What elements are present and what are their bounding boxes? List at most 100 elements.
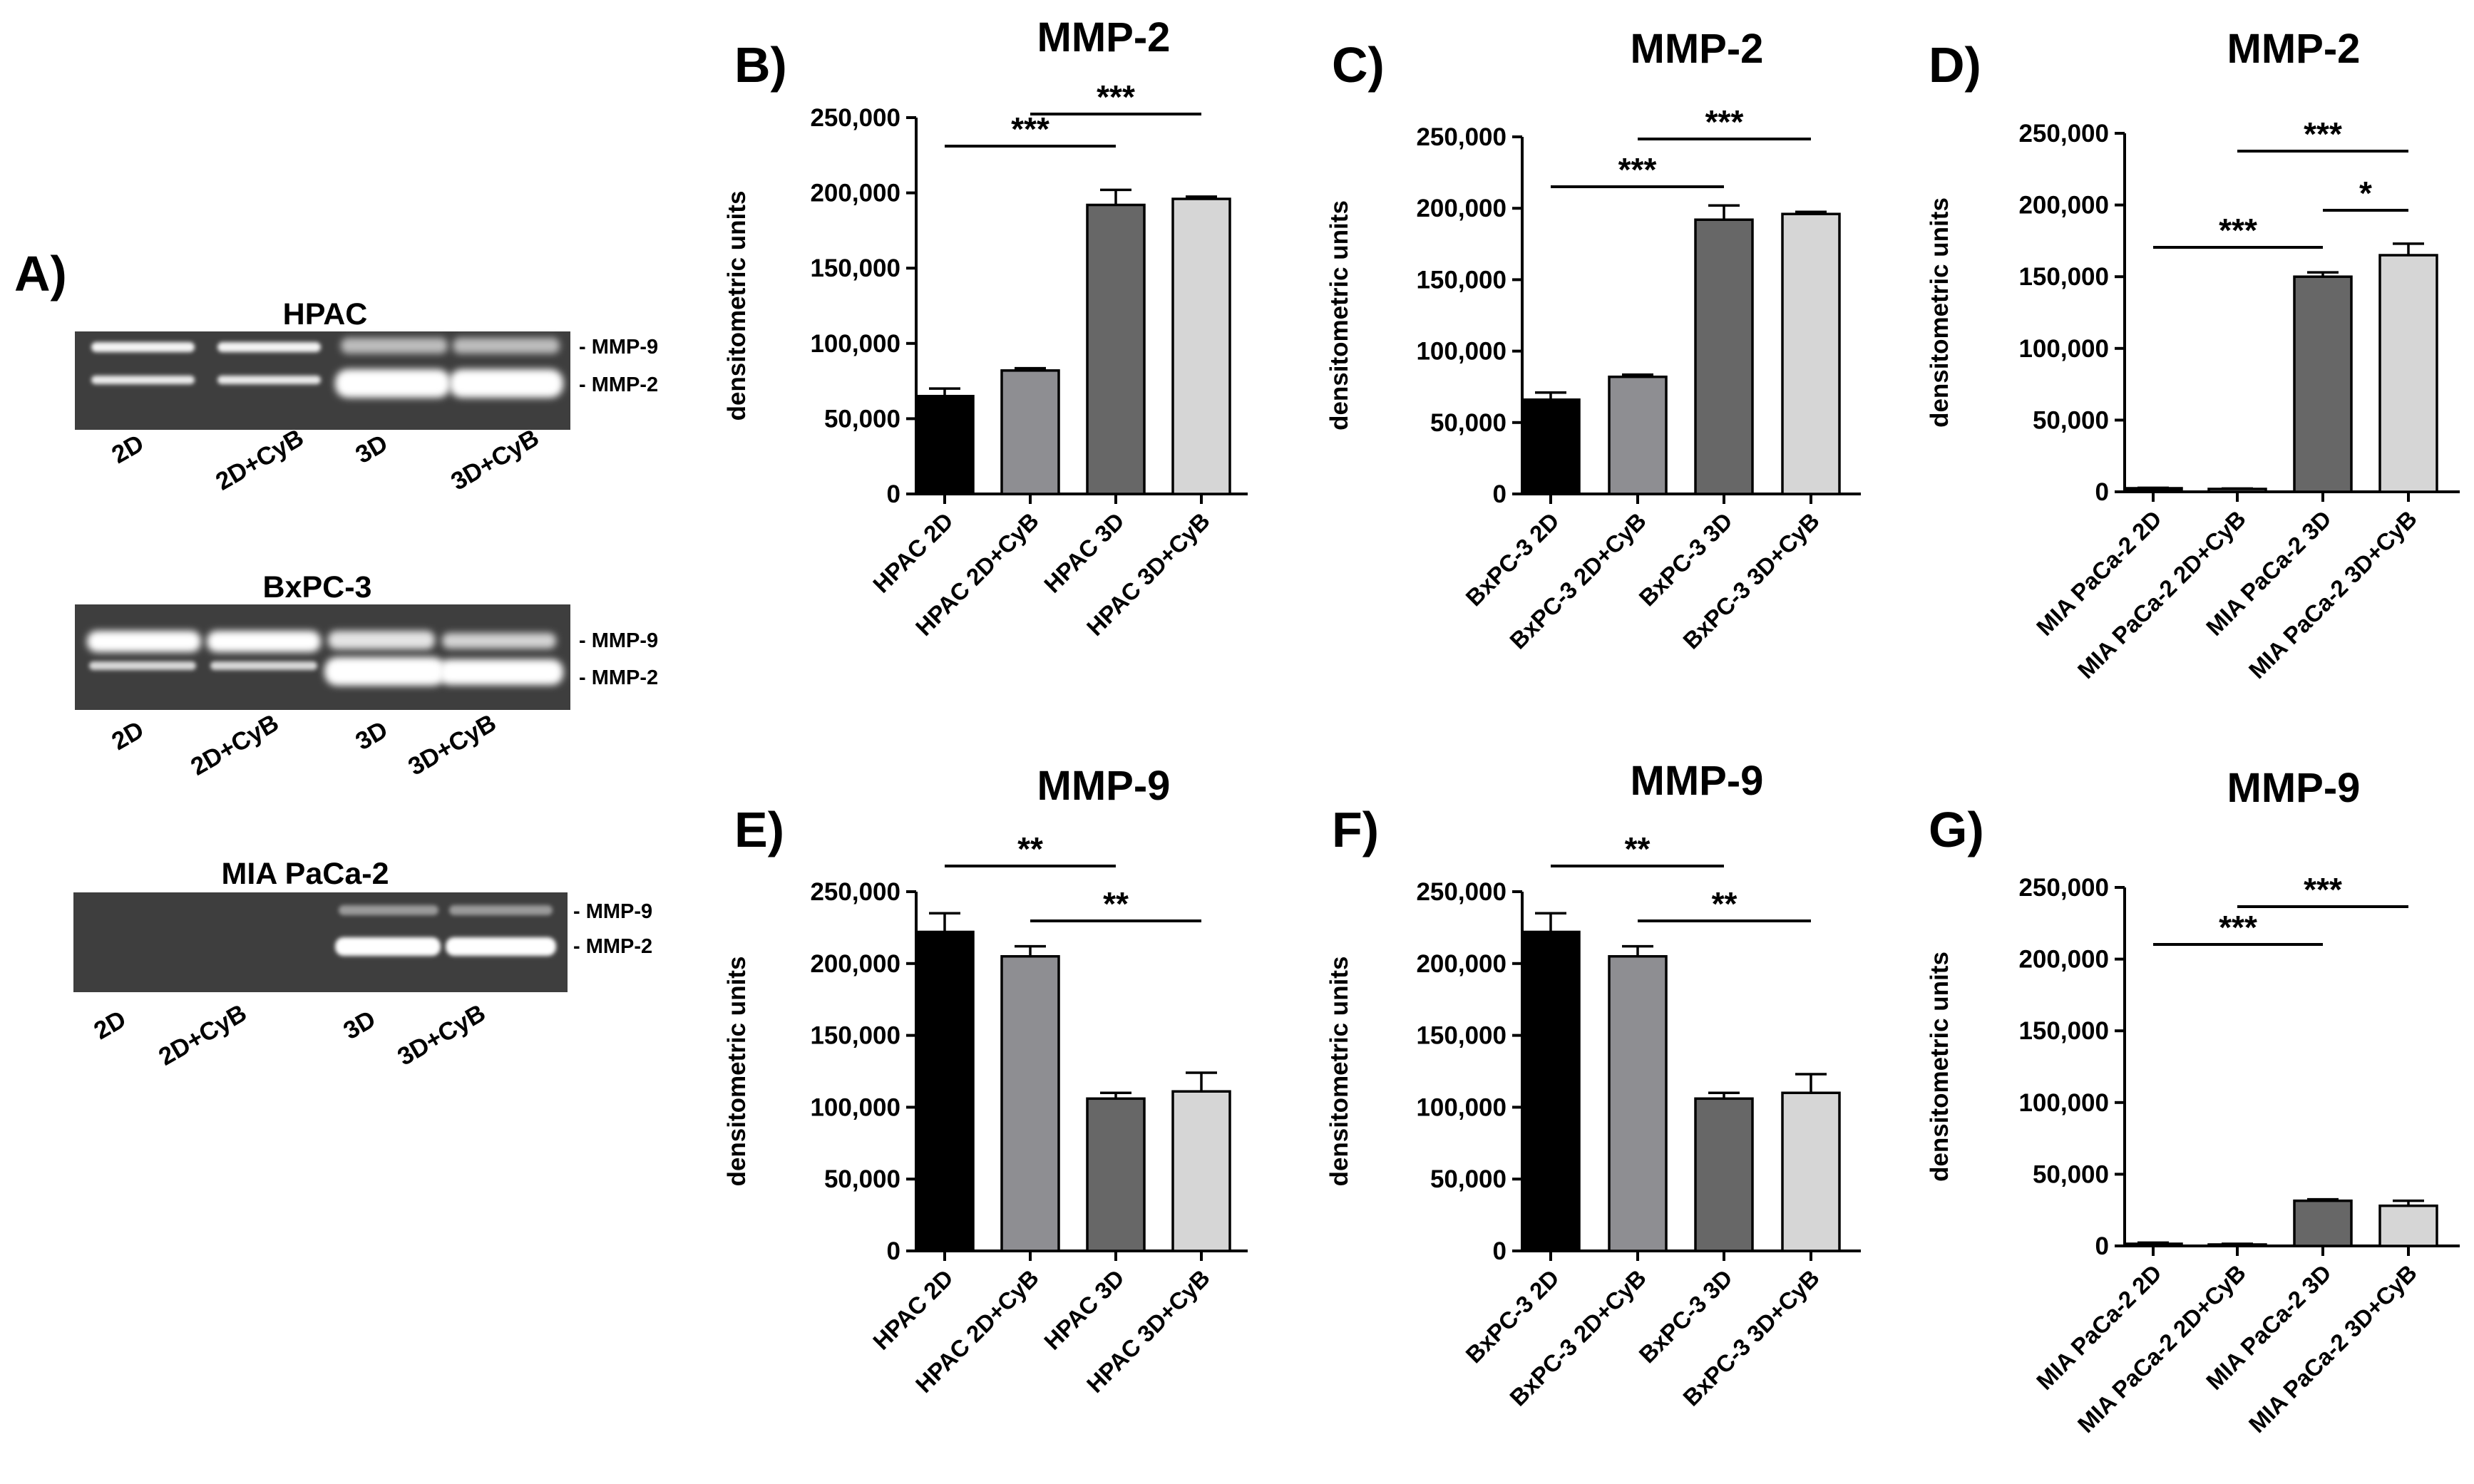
y-tick-label: 0	[887, 1237, 900, 1265]
x-tick-label: MIA PaCa-2 3D+CyB	[2244, 1259, 2422, 1438]
bar	[1521, 930, 1581, 1252]
y-axis-label: densitometric units	[723, 191, 751, 421]
y-tick-label: 200,000	[2018, 192, 2109, 220]
y-tick-label: 150,000	[2018, 263, 2109, 291]
band	[91, 376, 195, 384]
y-tick-label: 50,000	[2033, 406, 2109, 434]
y-tick-label: 0	[1493, 480, 1507, 508]
band	[453, 338, 560, 354]
lane-label: 3D+CyB	[404, 708, 501, 780]
x-tick-label: MIA PaCa-2 2D+CyB	[2073, 1259, 2251, 1438]
chart-title: MMP-9	[1037, 763, 1171, 809]
bar	[1000, 369, 1060, 495]
blot-title: BxPC-3	[263, 570, 372, 604]
band	[438, 659, 563, 685]
bar	[1781, 1091, 1841, 1252]
significance-label: ***	[1705, 103, 1744, 140]
panel-label: D)	[1929, 37, 1981, 93]
lane-label: 2D	[89, 1005, 130, 1045]
bar	[1000, 954, 1060, 1252]
significance-label: ***	[2219, 212, 2257, 249]
y-tick-label: 100,000	[1416, 338, 1507, 366]
y-axis-label: densitometric units	[723, 957, 751, 1187]
lane-label: 3D	[351, 716, 392, 756]
chart-title: MMP-9	[2227, 765, 2361, 811]
y-tick-label: 200,000	[2018, 946, 2109, 974]
y-axis-label: densitometric units	[1325, 957, 1353, 1187]
bar	[2123, 1242, 2183, 1247]
significance-label: **	[1712, 885, 1738, 922]
lane-label: 2D	[107, 429, 148, 469]
bar	[1171, 1090, 1231, 1252]
chart-title: MMP-9	[1631, 758, 1764, 804]
band	[446, 937, 556, 956]
significance-label: ***	[2304, 871, 2342, 908]
bar	[1781, 212, 1841, 495]
x-tick-label: HPAC 3D	[1039, 1264, 1129, 1355]
lane-label: 3D	[339, 1005, 380, 1045]
y-tick-label: 250,000	[810, 104, 900, 132]
y-tick-label: 250,000	[810, 878, 900, 906]
band	[328, 631, 435, 649]
x-tick-label: HPAC 2D	[868, 1264, 958, 1355]
bar	[2293, 1199, 2353, 1247]
chart-panel-e: E) MMP-9 densitometric units 0 50,000 100,000…	[723, 763, 1248, 1398]
panel-label: E)	[734, 802, 784, 857]
y-tick-label: 50,000	[1430, 1165, 1507, 1193]
y-tick-label: 100,000	[810, 330, 900, 358]
y-tick-label: 250,000	[2018, 874, 2109, 902]
bar	[1086, 203, 1146, 495]
blot-bxpc3: BxPC-3 - MMP-9 - MMP-2 2D 2D+CyB 3D 3	[75, 570, 658, 781]
band-label-mmp2: - MMP-2	[573, 935, 652, 958]
band-label-mmp9: - MMP-9	[579, 336, 658, 359]
y-axis-label: densitometric units	[1325, 200, 1353, 431]
bar	[1521, 398, 1581, 495]
band	[207, 631, 321, 652]
chart-panel-f: F) MMP-9 densitometric units 0 50,000 100,000…	[1325, 758, 1861, 1411]
y-tick-label: 200,000	[810, 950, 900, 978]
y-tick-label: 0	[1493, 1237, 1507, 1265]
band	[335, 937, 441, 956]
blot-title: HPAC	[283, 297, 368, 331]
significance-label: *	[2359, 175, 2372, 212]
chart-title: MMP-2	[1037, 14, 1171, 61]
lane-label: 2D+CyB	[211, 423, 309, 495]
x-tick-label: MIA PaCa-2 2D+CyB	[2073, 505, 2251, 684]
band	[89, 661, 196, 670]
y-tick-label: 150,000	[1416, 1022, 1507, 1050]
blot-title: MIA PaCa-2	[222, 857, 389, 891]
y-tick-label: 150,000	[2018, 1017, 2109, 1045]
chart-title: MMP-2	[1631, 26, 1764, 72]
bar	[2378, 1204, 2438, 1247]
bar	[915, 394, 975, 495]
lane-label: 2D	[107, 716, 148, 756]
bar	[1086, 1097, 1146, 1252]
band-label-mmp9: - MMP-9	[579, 629, 658, 652]
panel-a-label: A)	[14, 246, 67, 302]
y-tick-label: 100,000	[2018, 335, 2109, 363]
band	[324, 657, 446, 686]
y-tick-label: 50,000	[1430, 409, 1507, 437]
significance-label: **	[1103, 885, 1129, 922]
band	[335, 369, 451, 398]
band	[449, 905, 553, 915]
chart-panel-c: C) MMP-2 densitometric units 0 50,000 100,000…	[1325, 26, 1861, 654]
y-tick-label: 0	[887, 480, 900, 508]
band	[217, 376, 321, 384]
y-tick-label: 200,000	[1416, 195, 1507, 222]
band	[442, 633, 556, 649]
band	[210, 661, 317, 670]
panel-label: C)	[1332, 37, 1385, 93]
bar	[1608, 375, 1668, 495]
x-tick-label: HPAC 2D	[868, 507, 958, 598]
significance-label: ***	[2219, 909, 2257, 946]
y-tick-label: 200,000	[1416, 950, 1507, 978]
bar	[1694, 218, 1754, 495]
y-tick-label: 0	[2095, 478, 2109, 506]
y-tick-label: 100,000	[810, 1093, 900, 1121]
significance-label: ***	[2304, 115, 2342, 153]
panel-label: G)	[1929, 802, 1984, 857]
y-axis-label: densitometric units	[1926, 197, 1954, 428]
y-tick-label: 50,000	[824, 1165, 900, 1193]
